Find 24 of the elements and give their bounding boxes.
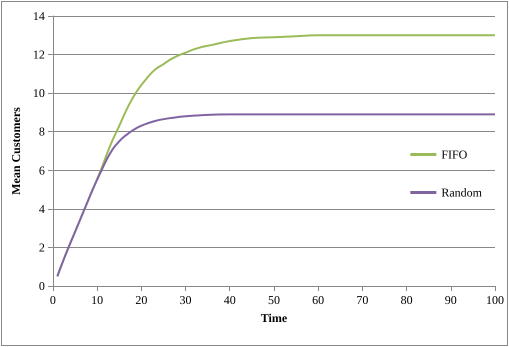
x-tick-label: 70 <box>356 293 368 307</box>
y-tick-label: 4 <box>38 202 45 216</box>
x-tick-label: 20 <box>135 293 148 307</box>
y-tick-label: 0 <box>38 279 45 293</box>
x-tick-label: 50 <box>268 293 280 307</box>
y-tick-label: 12 <box>32 48 45 62</box>
x-tick-label: 30 <box>180 293 192 307</box>
y-tick-label: 8 <box>38 124 45 139</box>
x-tick-label: 0 <box>50 293 56 307</box>
y-axis-title: Mean Customers <box>9 106 23 195</box>
x-tick-label: 10 <box>91 293 104 307</box>
legend-label: FIFO <box>441 148 468 162</box>
y-tick-label: 14 <box>32 9 45 23</box>
x-axis-title: Time <box>260 311 288 325</box>
y-tick-label: 6 <box>38 163 45 178</box>
line-series <box>56 113 496 278</box>
x-tick-label: 40 <box>224 293 236 307</box>
y-tick-label: 10 <box>32 86 45 100</box>
x-tick-label: 80 <box>400 293 413 307</box>
legend-label: Random <box>441 186 483 200</box>
x-tick-label: 90 <box>444 293 457 307</box>
x-tick-label: 60 <box>312 293 324 307</box>
y-tick-label: 2 <box>38 240 45 254</box>
x-tick-label: 100 <box>486 293 504 307</box>
